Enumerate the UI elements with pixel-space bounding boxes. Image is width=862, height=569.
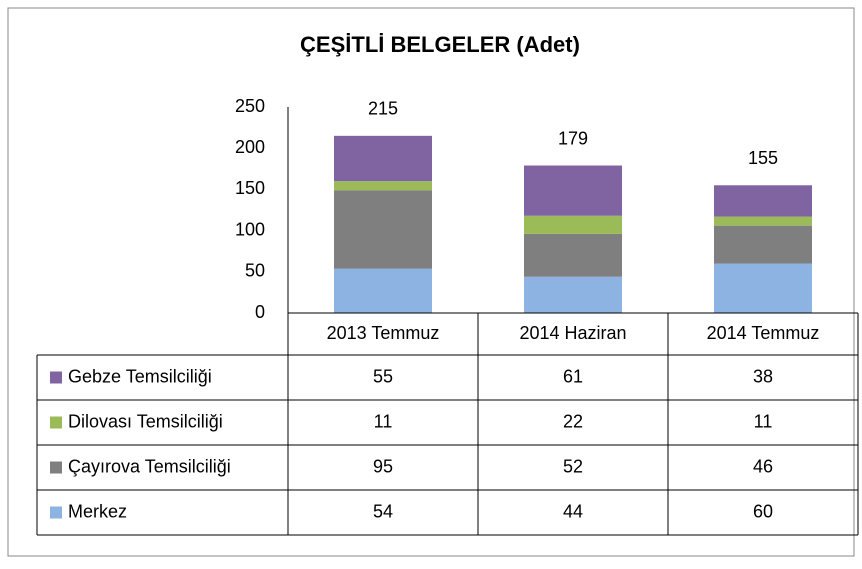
- legend-label: Merkez: [68, 501, 127, 521]
- x-tick-label: 2013 Temmuz: [327, 323, 440, 343]
- bar-segment: [524, 165, 622, 216]
- x-tick-label: 2014 Haziran: [519, 323, 626, 343]
- bar-segment: [714, 216, 812, 226]
- y-tick-label: 150: [235, 178, 265, 198]
- bar-segment: [714, 263, 812, 313]
- table-cell: 44: [563, 501, 583, 521]
- table-cell: 11: [374, 411, 393, 431]
- bar-segment: [524, 215, 622, 234]
- legend-label: Dilovası Temsilciliği: [68, 411, 223, 431]
- legend-label: Gebze Temsilciliği: [68, 366, 212, 386]
- chart-title: ÇEŞİTLİ BELGELER (Adet): [300, 32, 580, 57]
- bar-segment: [334, 181, 432, 191]
- table-cell: 52: [563, 456, 583, 476]
- y-tick-label: 0: [255, 302, 265, 322]
- bar-segment: [714, 185, 812, 217]
- total-label: 215: [368, 99, 398, 119]
- y-tick-label: 200: [235, 137, 265, 157]
- total-label: 155: [748, 148, 778, 168]
- legend-swatch: [50, 461, 62, 474]
- table-cell: 60: [753, 501, 773, 521]
- table-cell: 55: [373, 366, 393, 386]
- bar-segment: [524, 276, 622, 313]
- bar-segment: [524, 233, 622, 277]
- bar-segment: [714, 225, 812, 264]
- legend-swatch: [50, 371, 62, 384]
- bar-segment: [334, 135, 432, 182]
- bar-segment: [334, 268, 432, 313]
- x-tick-label: 2014 Temmuz: [707, 323, 820, 343]
- legend-swatch: [50, 416, 62, 429]
- bar-segment: [334, 190, 432, 269]
- table-cell: 54: [373, 501, 393, 521]
- y-tick-label: 250: [235, 96, 265, 116]
- table-cell: 46: [753, 456, 773, 476]
- table-cell: 38: [753, 366, 773, 386]
- y-tick-label: 100: [235, 219, 265, 239]
- table-cell: 95: [373, 456, 393, 476]
- legend-label: Çayırova Temsilciliği: [68, 456, 231, 476]
- table-cell: 22: [563, 411, 583, 431]
- y-tick-label: 50: [245, 261, 265, 281]
- table-cell: 61: [563, 366, 583, 386]
- legend-swatch: [50, 506, 62, 519]
- table-cell: 11: [754, 411, 773, 431]
- total-label: 179: [558, 128, 588, 148]
